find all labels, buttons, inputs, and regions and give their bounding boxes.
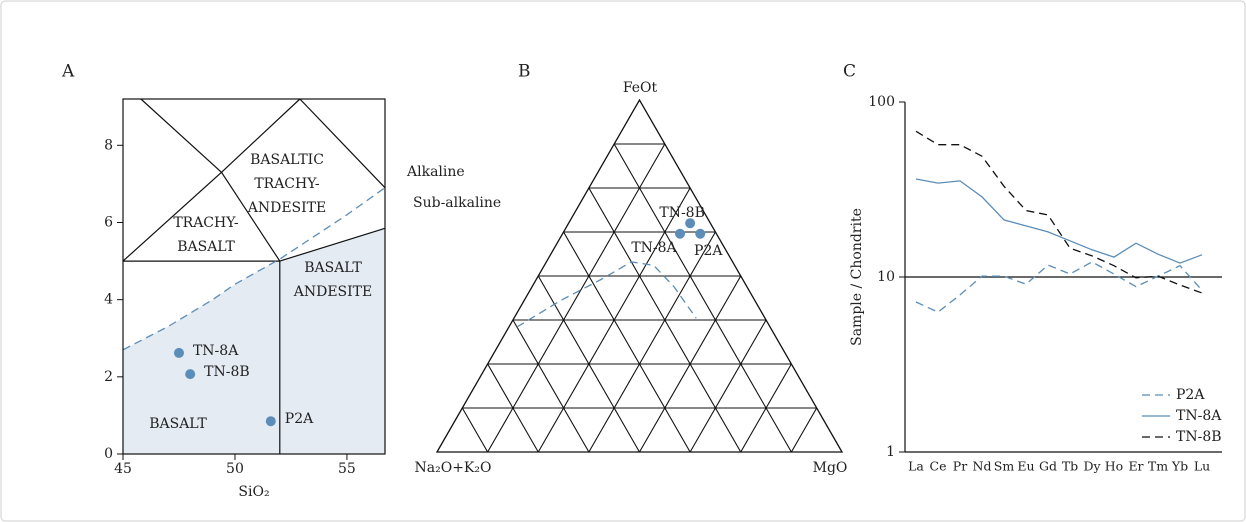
field-boundary <box>299 98 386 189</box>
x-tick-label: Ce <box>930 459 947 474</box>
grid-line <box>613 143 792 453</box>
field-shading <box>123 228 385 454</box>
sample-label: TN-8B <box>659 205 705 221</box>
field-label: BASALT <box>304 260 362 276</box>
triangle-frame <box>435 98 844 453</box>
grid-line <box>461 407 489 453</box>
x-tick-label: Tb <box>1062 459 1078 474</box>
series-line <box>915 130 1203 294</box>
y-tick-label: 6 <box>104 214 113 230</box>
y-tick-label: 2 <box>104 369 113 385</box>
y-tick-label: 10 <box>877 269 895 285</box>
sample-label: TN-8B <box>204 364 250 380</box>
field-boundary <box>279 227 386 262</box>
x-axis-label: SiO₂ <box>238 484 269 500</box>
field-label: TRACHY- <box>254 176 320 192</box>
sample-point <box>685 218 696 229</box>
region-label: Alkaline <box>406 164 465 180</box>
field-label: BASALTIC <box>250 152 324 168</box>
grid-line <box>563 231 691 453</box>
legend-label: TN-8B <box>1176 429 1222 445</box>
grid-line <box>790 407 818 453</box>
grid-line <box>487 363 539 453</box>
sample-point <box>675 228 685 239</box>
y-axis-label: Sample / Chondrite <box>849 208 865 346</box>
sample-label: TN-8A <box>193 343 239 359</box>
x-tick-label: La <box>908 459 924 474</box>
grid-line <box>537 275 640 453</box>
x-tick-label: Dy <box>1083 459 1101 474</box>
sample-point <box>173 347 184 358</box>
apex-label: MgO <box>813 460 848 476</box>
y-tick-label: 100 <box>868 94 895 110</box>
legend-label: P2A <box>1176 387 1205 403</box>
sample-point <box>185 369 196 380</box>
grid-line <box>740 363 792 453</box>
x-tick-label: Ho <box>1105 459 1123 474</box>
sample-point <box>265 416 276 427</box>
x-tick-label: Nd <box>973 459 992 474</box>
alkaline-divide <box>122 187 386 351</box>
x-tick-label: 55 <box>338 461 356 477</box>
sample-label: TN-8A <box>631 240 677 256</box>
x-tick-label: Tm <box>1148 459 1168 474</box>
alkaline-divide <box>516 261 697 328</box>
field-label: BASALT <box>149 416 207 432</box>
panel-label: C <box>843 62 856 82</box>
x-tick-label: Gd <box>1039 459 1057 474</box>
apex-label: Na₂O+K₂O <box>415 460 492 476</box>
x-tick-label: Er <box>1128 459 1143 474</box>
grid-line <box>689 319 767 453</box>
x-tick-label: Sm <box>994 459 1015 474</box>
x-tick-label: Eu <box>1017 459 1034 474</box>
grid-line <box>639 275 742 453</box>
panel-label: B <box>518 62 531 82</box>
y-tick-label: 4 <box>104 292 113 308</box>
series-line <box>915 178 1203 264</box>
field-label: ANDESITE <box>247 200 326 216</box>
x-tick-label: Lu <box>1194 459 1210 474</box>
field-label: ANDESITE <box>293 284 372 300</box>
grid-line <box>588 231 716 453</box>
sample-label: P2A <box>285 411 314 427</box>
x-tick-label: Yb <box>1171 459 1188 474</box>
grid-line <box>512 319 590 453</box>
region-label: Sub-alkaline <box>413 195 501 211</box>
x-tick-label: 50 <box>226 461 244 477</box>
plot-frame <box>122 98 386 455</box>
legend-label: TN-8A <box>1176 408 1222 424</box>
panel-label: A <box>61 62 75 82</box>
series-line <box>915 261 1203 313</box>
field-label: BASALT <box>177 239 235 255</box>
x-tick-label: Pr <box>953 459 967 474</box>
grid-line <box>487 143 666 453</box>
y-tick-label: 0 <box>104 446 113 462</box>
sample-label: P2A <box>694 243 723 259</box>
x-tick-label: 45 <box>114 461 132 477</box>
field-boundary <box>140 98 301 174</box>
apex-label: FeOt <box>623 80 658 96</box>
y-tick-label: 8 <box>104 137 113 153</box>
field-label: TRACHY- <box>173 215 239 231</box>
y-tick-label: 1 <box>886 444 895 460</box>
sample-point <box>695 228 706 239</box>
